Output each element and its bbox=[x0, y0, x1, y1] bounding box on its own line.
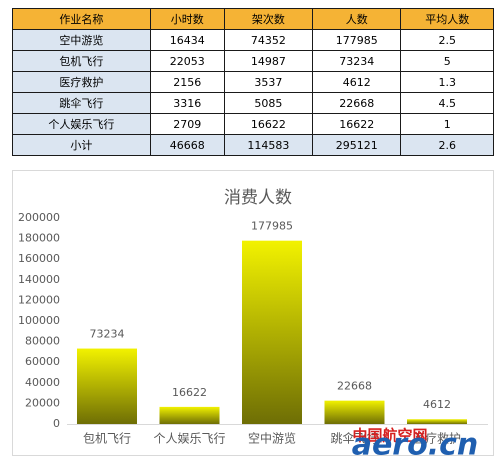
bar bbox=[242, 240, 302, 424]
table-cell: 包机飞行 bbox=[12, 50, 151, 72]
x-tick-label: 空中游览 bbox=[248, 431, 296, 446]
table-row: 小计 46668 114583 295121 2.6 bbox=[12, 134, 494, 156]
data-label: 16622 bbox=[172, 386, 207, 399]
watermark-en: aero.cn bbox=[352, 428, 479, 463]
table-cell: 177985 bbox=[312, 29, 402, 51]
table-cell: 2709 bbox=[149, 113, 225, 135]
table-cell: 16434 bbox=[149, 29, 225, 51]
table-cell: 架次数 bbox=[223, 8, 314, 30]
table-cell: 1.3 bbox=[400, 71, 494, 93]
table-cell: 16622 bbox=[223, 113, 314, 135]
table-cell: 跳伞飞行 bbox=[12, 92, 151, 114]
table-cell: 小计 bbox=[12, 134, 151, 156]
watermark-cn: 中国航空网 bbox=[352, 427, 427, 445]
table-cell: 作业名称 bbox=[12, 8, 151, 30]
bar bbox=[159, 406, 220, 424]
table-cell: 空中游览 bbox=[12, 29, 151, 51]
bar bbox=[77, 348, 137, 424]
y-tick-label: 0 bbox=[53, 417, 60, 430]
y-tick-label: 120000 bbox=[18, 293, 60, 306]
table-cell: 小时数 bbox=[149, 8, 225, 30]
x-tick-label: 跳伞飞行 bbox=[330, 431, 378, 446]
y-tick-label: 200000 bbox=[18, 211, 60, 224]
table-cell: 16622 bbox=[312, 113, 402, 135]
data-table: 作业名称 小时数 架次数 人数 平均人数 空中游览 16434 74352 177985 2.5 包… bbox=[12, 8, 494, 156]
y-tick-label: 20000 bbox=[25, 396, 60, 409]
data-label: 22668 bbox=[337, 380, 372, 393]
bar bbox=[324, 400, 385, 424]
table-row: 医疗救护 2156 3537 4612 1.3 bbox=[12, 71, 494, 93]
table-cell: 73234 bbox=[312, 50, 402, 72]
x-tick-label: 医疗救护 bbox=[413, 431, 461, 446]
table-cell: 114583 bbox=[223, 134, 314, 156]
table-cell: 14987 bbox=[223, 50, 314, 72]
table-cell: 平均人数 bbox=[400, 8, 494, 30]
y-tick-label: 40000 bbox=[25, 376, 60, 389]
table-cell: 个人娱乐飞行 bbox=[12, 113, 151, 135]
table-cell: 2.6 bbox=[400, 134, 494, 156]
x-tick-label: 个人娱乐飞行 bbox=[153, 432, 225, 446]
y-tick-label: 160000 bbox=[18, 252, 60, 265]
y-tick-label: 100000 bbox=[18, 314, 60, 327]
table-row: 包机飞行 22053 14987 73234 5 bbox=[12, 50, 494, 72]
table-cell: 5 bbox=[400, 50, 494, 72]
data-label: 4612 bbox=[423, 398, 451, 411]
table-row: 个人娱乐飞行 2709 16622 16622 1 bbox=[12, 113, 494, 135]
table-row: 跳伞飞行 3316 5085 22668 4.5 bbox=[12, 92, 494, 114]
table-cell: 2156 bbox=[149, 71, 225, 93]
bar bbox=[407, 419, 467, 424]
y-tick-label: 80000 bbox=[25, 335, 60, 348]
table-cell: 1 bbox=[400, 113, 494, 135]
x-tick-label: 包机飞行 bbox=[83, 432, 131, 446]
table-cell: 295121 bbox=[312, 134, 402, 156]
data-label: 177985 bbox=[251, 220, 293, 233]
data-label: 73234 bbox=[90, 328, 125, 341]
table-cell: 22668 bbox=[312, 92, 402, 114]
y-tick-label: 180000 bbox=[18, 232, 60, 245]
y-tick-label: 60000 bbox=[25, 355, 60, 368]
table-row: 作业名称 小时数 架次数 人数 平均人数 bbox=[12, 8, 494, 30]
chart-title: 消费人数 bbox=[224, 188, 292, 208]
y-tick-label: 140000 bbox=[18, 273, 60, 286]
